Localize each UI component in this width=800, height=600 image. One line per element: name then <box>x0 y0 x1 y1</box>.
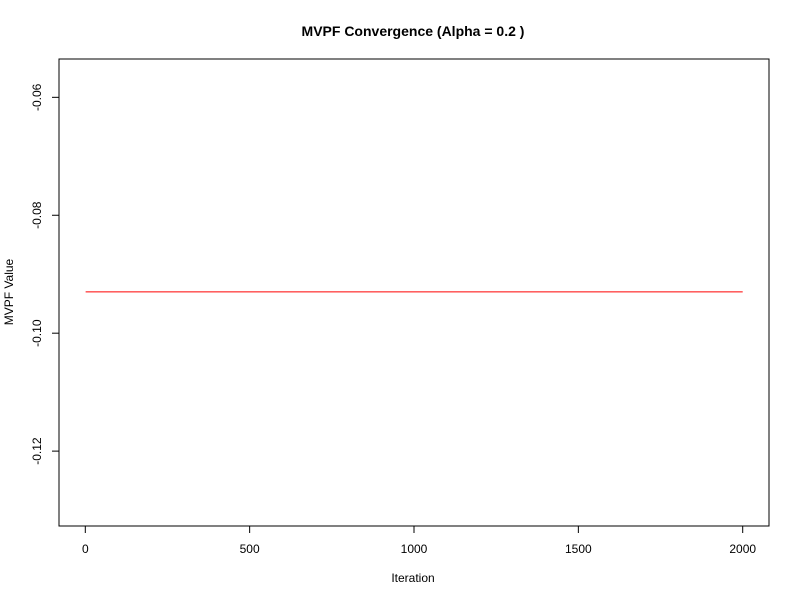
x-tick-label: 1500 <box>565 542 592 556</box>
chart-title: MVPF Convergence (Alpha = 0.2 ) <box>302 23 525 39</box>
x-tick-label: 500 <box>240 542 260 556</box>
y-axis-label: MVPF Value <box>2 258 16 325</box>
y-axis: -0.12 -0.10 -0.08 -0.06 <box>30 83 60 465</box>
y-tick-label: -0.06 <box>30 83 44 111</box>
x-axis-label: Iteration <box>391 571 434 585</box>
x-tick-label: 0 <box>82 542 89 556</box>
y-tick-label: -0.12 <box>30 437 44 465</box>
plot-frame <box>58 58 770 527</box>
y-tick-label: -0.08 <box>30 201 44 229</box>
x-tick-label: 2000 <box>729 542 756 556</box>
x-tick-label: 1000 <box>401 542 428 556</box>
x-axis: 0 500 1000 1500 2000 <box>82 525 756 556</box>
y-tick-label: -0.10 <box>30 319 44 347</box>
